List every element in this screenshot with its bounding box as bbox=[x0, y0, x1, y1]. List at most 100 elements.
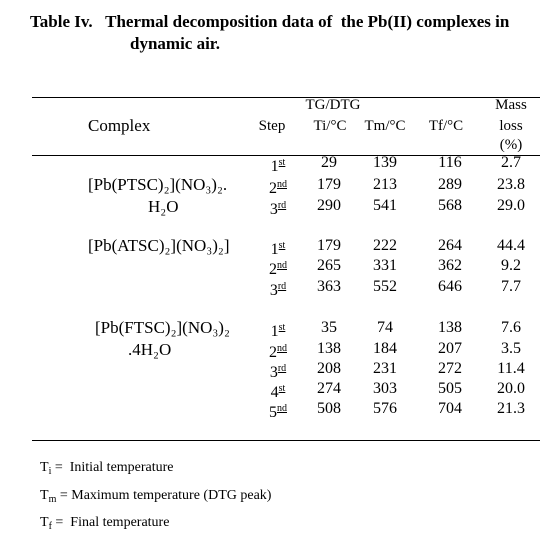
footnote-symbol: T bbox=[40, 515, 49, 530]
step-number: 1 bbox=[270, 241, 279, 258]
top-rule bbox=[32, 97, 540, 98]
cell-tf: 704 bbox=[438, 400, 462, 417]
cell-ti: 29 bbox=[321, 154, 337, 171]
cell-tm: 231 bbox=[373, 360, 397, 377]
column-group-header: TG/DTG bbox=[305, 97, 361, 113]
step-number: 4 bbox=[270, 384, 279, 401]
cell-tm: 222 bbox=[373, 237, 397, 254]
cell-tf: 646 bbox=[438, 278, 462, 295]
title-line: Table Iv. Thermal decomposition data of … bbox=[30, 12, 510, 31]
step: 1st bbox=[270, 319, 286, 340]
footnote-text: = Maximum temperature (DTG peak) bbox=[56, 488, 272, 503]
cell-mass: 2.7 bbox=[501, 154, 521, 171]
column-header: loss bbox=[499, 118, 523, 134]
cell-ti: 508 bbox=[317, 400, 341, 417]
cell-mass: 11.4 bbox=[497, 360, 525, 377]
cell-mass: 3.5 bbox=[501, 340, 521, 357]
step-number: 1 bbox=[270, 323, 279, 340]
cell-tm: 576 bbox=[373, 400, 397, 417]
cell-mass: 9.2 bbox=[501, 257, 521, 274]
cell-tf: 138 bbox=[438, 319, 462, 336]
column-header: Complex bbox=[88, 116, 151, 135]
step: 4st bbox=[270, 380, 286, 401]
cell-tf: 272 bbox=[438, 360, 462, 377]
column-header: Step bbox=[258, 118, 286, 134]
cell-ti: 138 bbox=[317, 340, 341, 357]
footnote-symbol: T bbox=[40, 460, 49, 475]
step-suffix: nd bbox=[277, 260, 287, 271]
cell-tm: 303 bbox=[373, 380, 397, 397]
cell-mass: 20.0 bbox=[497, 380, 525, 397]
column-header: (%) bbox=[499, 137, 523, 153]
cell-mass: 44.4 bbox=[497, 237, 525, 254]
column-header: Mass bbox=[495, 97, 527, 113]
cell-tf: 362 bbox=[438, 257, 462, 274]
cell-tf: 289 bbox=[438, 176, 462, 193]
title-line: dynamic air. bbox=[130, 34, 221, 53]
cell-ti: 290 bbox=[317, 197, 341, 214]
cell-mass: 21.3 bbox=[497, 400, 525, 417]
step: 2nd bbox=[269, 176, 287, 197]
cell-mass: 7.7 bbox=[501, 278, 521, 295]
cell-ti: 208 bbox=[317, 360, 341, 377]
header-rule bbox=[32, 155, 540, 156]
cell-tf: 505 bbox=[438, 380, 462, 397]
step: 3rd bbox=[269, 278, 287, 299]
step-number: 3 bbox=[269, 201, 278, 218]
step-suffix: nd bbox=[277, 179, 287, 190]
column-header: Tm/°C bbox=[364, 118, 406, 134]
step: 2nd bbox=[269, 257, 287, 278]
cell-tm: 139 bbox=[373, 154, 397, 171]
step: 1st bbox=[270, 154, 286, 175]
footnote: Tm = Maximum temperature (DTG peak) bbox=[40, 487, 271, 505]
cell-tf: 264 bbox=[438, 237, 462, 254]
column-header: Tf/°C bbox=[428, 118, 464, 134]
footnote-symbol: T bbox=[40, 488, 49, 503]
cell-ti: 179 bbox=[317, 237, 341, 254]
column-header: Ti/°C bbox=[313, 118, 347, 134]
complex-name: H₂O bbox=[148, 197, 179, 216]
footnote: Ti = Initial temperature bbox=[40, 459, 174, 477]
bottom-rule bbox=[32, 440, 540, 441]
cell-tf: 568 bbox=[438, 197, 462, 214]
cell-tm: 184 bbox=[373, 340, 397, 357]
step: 1st bbox=[270, 237, 286, 258]
complex-name: [Pb(FTSC)₂](NO₃)₂ bbox=[95, 318, 230, 337]
cell-tm: 213 bbox=[373, 176, 397, 193]
complex-name: [Pb(PTSC)₂](NO₃)₂. bbox=[88, 175, 228, 194]
step-suffix: rd bbox=[277, 200, 287, 211]
cell-tf: 116 bbox=[438, 154, 462, 171]
complex-name: .4H₂O bbox=[128, 340, 172, 359]
cell-tf: 207 bbox=[438, 340, 462, 357]
step-number: 2 bbox=[269, 344, 277, 361]
step: 3rd bbox=[269, 197, 287, 218]
step-suffix: st bbox=[278, 322, 286, 333]
step-number: 3 bbox=[269, 282, 278, 299]
footnote-text: = Initial temperature bbox=[51, 460, 174, 475]
footnote-subscript: m bbox=[48, 494, 57, 505]
step-number: 1 bbox=[270, 158, 279, 175]
step-suffix: rd bbox=[277, 363, 287, 374]
step-number: 3 bbox=[269, 364, 278, 381]
step: 5nd bbox=[269, 400, 287, 421]
step-suffix: rd bbox=[277, 281, 287, 292]
step-number: 2 bbox=[269, 180, 277, 197]
footnote-subscript: f bbox=[48, 521, 52, 532]
complex-name: [Pb(ATSC)₂](NO₃)₂] bbox=[88, 236, 230, 255]
footnote-subscript: i bbox=[48, 466, 52, 477]
step-suffix: nd bbox=[277, 343, 287, 354]
step-suffix: st bbox=[278, 383, 286, 394]
step: 2nd bbox=[269, 340, 287, 361]
cell-ti: 265 bbox=[317, 257, 341, 274]
step-suffix: nd bbox=[277, 403, 287, 414]
step: 3rd bbox=[269, 360, 287, 381]
cell-ti: 363 bbox=[317, 278, 341, 295]
cell-ti: 274 bbox=[317, 380, 341, 397]
footnote-text: = Final temperature bbox=[51, 515, 170, 530]
cell-mass: 29.0 bbox=[497, 197, 525, 214]
cell-tm: 331 bbox=[373, 257, 397, 274]
cell-ti: 35 bbox=[321, 319, 337, 336]
cell-mass: 23.8 bbox=[497, 176, 525, 193]
cell-tm: 541 bbox=[373, 197, 397, 214]
